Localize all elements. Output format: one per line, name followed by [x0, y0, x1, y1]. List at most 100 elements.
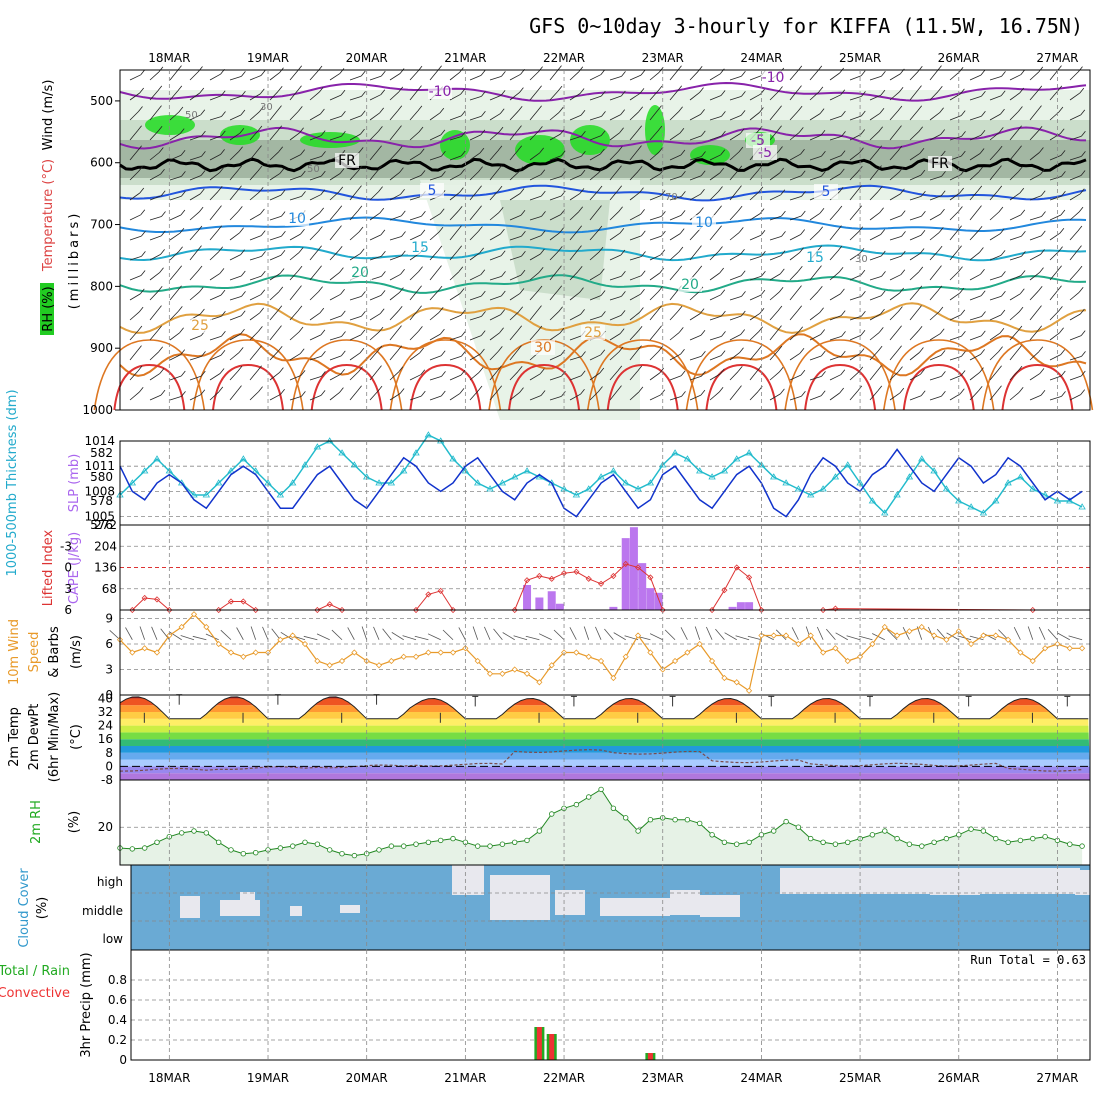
wind-barb-flag: [900, 250, 906, 257]
wind-barb-flag: [1057, 85, 1063, 92]
surface-isotherm-loop: [1001, 363, 1074, 411]
wind-barb: [429, 250, 439, 261]
wind-barb: [669, 270, 679, 281]
wind-barb-flag: [380, 70, 386, 77]
wind-barb: [669, 290, 678, 301]
wind-barb-flag: [178, 106, 184, 113]
wind-barb: [929, 70, 938, 81]
rh2m-point: [647, 817, 654, 823]
wind-barb: [129, 311, 140, 321]
wind-barb: [449, 271, 460, 281]
temp-color-band: [120, 725, 1090, 733]
wind-barb-flag: [997, 385, 1002, 391]
cape-bar: [745, 602, 754, 610]
wind-barb-flag: [780, 388, 785, 395]
wind10m-speed-point: [733, 679, 740, 686]
wind-barb: [549, 270, 558, 281]
wind-barb-flag: [897, 345, 902, 351]
wind-barb-flag: [577, 266, 583, 272]
wind-barb: [829, 293, 841, 301]
wind-barb: [509, 392, 520, 401]
wind-barb-flag: [637, 325, 643, 332]
wind10m-barb: [316, 633, 330, 641]
wind-barb-flag: [840, 89, 846, 96]
wind-barb-flag: [797, 266, 803, 272]
wind-barb-flag: [920, 169, 926, 176]
wind-barb-flag: [1039, 368, 1045, 374]
contour-label: 15: [806, 250, 824, 266]
cloud-clear-block: [452, 865, 484, 895]
wind-barb-flag: [220, 149, 225, 155]
wind-barb: [349, 390, 358, 401]
wind-barb: [709, 391, 720, 401]
wind-barb-flag: [157, 305, 162, 311]
wind-barb-flag: [620, 249, 626, 256]
thickness-point: [905, 473, 914, 480]
contour-label-bg: [188, 318, 212, 333]
wind-barb: [409, 196, 422, 201]
wind-barb-flag: [1081, 351, 1086, 357]
wind-barb: [149, 152, 160, 161]
wind-barb-flag: [759, 208, 765, 214]
rh2m-point: [894, 835, 900, 842]
wind-barb-flag: [461, 331, 466, 337]
wind-barb-flag: [180, 370, 186, 377]
wind-barb-flag: [138, 106, 143, 112]
wind-barb: [1049, 311, 1059, 321]
wind-barb-flag: [441, 150, 446, 157]
wind-barb: [649, 195, 662, 201]
rh2m-point: [586, 794, 592, 800]
wind-barb: [489, 190, 499, 201]
precip-tick: 0: [119, 1053, 127, 1067]
wind-barb-flag: [238, 146, 243, 152]
wind-barb-flag: [1040, 169, 1045, 175]
wind-barb: [469, 171, 479, 181]
wind-barb-flag: [460, 150, 466, 157]
wind-barb: [909, 174, 922, 181]
wind-barb: [409, 70, 419, 81]
wind-barb-flag: [1061, 391, 1066, 397]
wind-barb: [809, 91, 820, 101]
cape-bar: [654, 592, 663, 610]
wind-barb-flag: [458, 266, 464, 273]
wind-barb: [909, 310, 918, 321]
wind-barb-flag: [1017, 345, 1022, 351]
wind-barb-flag: [1017, 145, 1022, 151]
wind-barb: [429, 311, 440, 321]
wind-barb-flag: [638, 106, 644, 113]
wind-barb: [429, 270, 438, 281]
wind-barb-flag: [158, 66, 164, 73]
wind-barb: [249, 170, 259, 181]
wind-barb: [909, 131, 919, 141]
wind-barb: [549, 354, 562, 361]
wind-barb: [149, 310, 158, 321]
wind-barb: [549, 195, 562, 201]
wind-barb-flag: [259, 307, 265, 314]
wind-barb: [189, 114, 201, 121]
wind-barb-flag: [1021, 251, 1026, 257]
wind10m-barb: [583, 626, 590, 640]
wind-barb: [829, 173, 841, 181]
wind-barb-flag: [1060, 349, 1066, 355]
rh2m-point: [215, 839, 222, 845]
wind-barb-flag: [917, 325, 923, 332]
wind-barb: [1069, 250, 1078, 261]
contour-label-bg: [761, 70, 785, 85]
wind-barb: [1029, 290, 1039, 301]
wind-barb-flag: [320, 130, 326, 136]
wind-barb-flag: [741, 291, 746, 297]
wind-barb: [309, 175, 322, 181]
wind-barb: [949, 250, 958, 261]
wind10m-speed-point: [708, 657, 716, 665]
wind-barb: [629, 391, 640, 401]
thickness-point: [424, 431, 433, 438]
wind-barb-flag: [420, 390, 426, 397]
wind-barb-flag: [621, 71, 626, 77]
li-tick: -3: [60, 539, 72, 553]
rh2m-point: [450, 835, 456, 842]
thickness-point: [844, 461, 852, 468]
cloud-clear-block: [180, 896, 200, 918]
wind-barb: [449, 250, 459, 261]
thickness-point: [942, 485, 951, 492]
wind-barb-flag: [321, 350, 326, 357]
